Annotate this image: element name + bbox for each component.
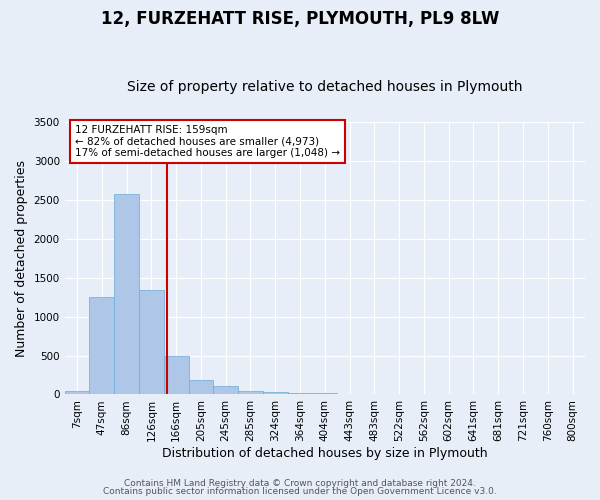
X-axis label: Distribution of detached houses by size in Plymouth: Distribution of detached houses by size … [162,447,488,460]
Text: Contains public sector information licensed under the Open Government Licence v3: Contains public sector information licen… [103,487,497,496]
Bar [263,392,287,394]
Bar [188,380,214,394]
Bar [114,194,139,394]
Bar [238,390,263,394]
Bar [89,297,114,394]
Bar [164,356,188,395]
Title: Size of property relative to detached houses in Plymouth: Size of property relative to detached ho… [127,80,523,94]
Text: Contains HM Land Registry data © Crown copyright and database right 2024.: Contains HM Land Registry data © Crown c… [124,478,476,488]
Bar [214,386,238,394]
Bar [313,393,337,394]
Text: 12 FURZEHATT RISE: 159sqm
← 82% of detached houses are smaller (4,973)
17% of se: 12 FURZEHATT RISE: 159sqm ← 82% of detac… [75,125,340,158]
Bar [65,390,89,394]
Bar [139,290,164,395]
Text: 12, FURZEHATT RISE, PLYMOUTH, PL9 8LW: 12, FURZEHATT RISE, PLYMOUTH, PL9 8LW [101,10,499,28]
Y-axis label: Number of detached properties: Number of detached properties [15,160,28,357]
